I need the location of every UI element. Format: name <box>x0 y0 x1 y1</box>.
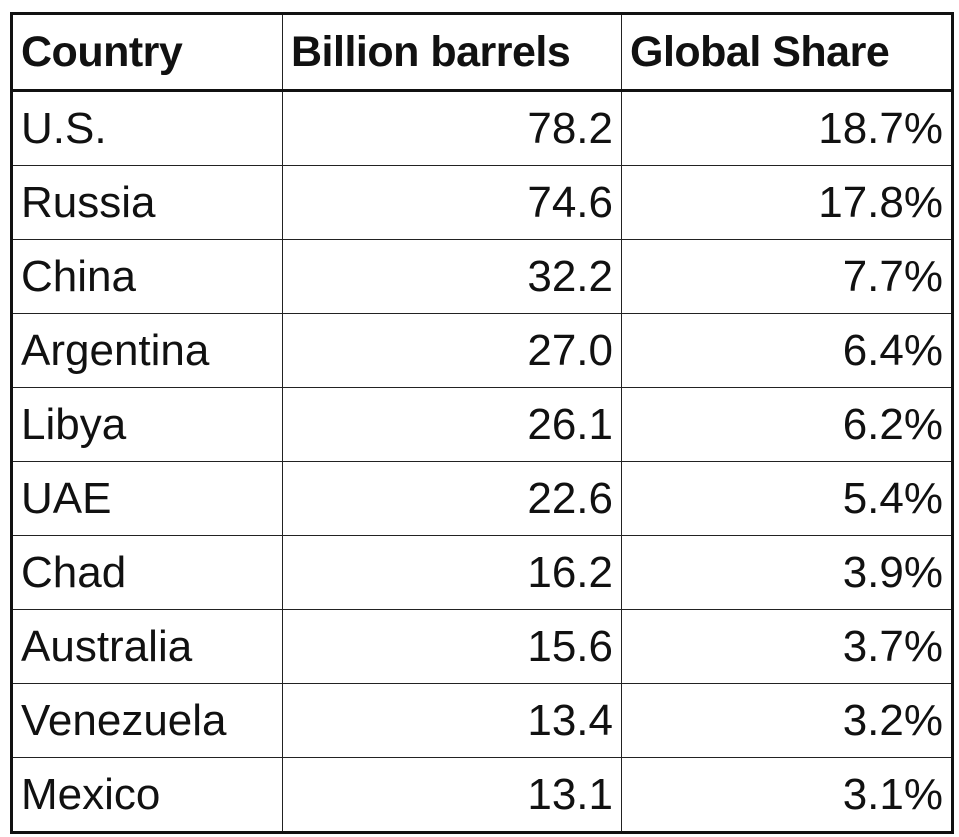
table-row: Argentina 27.0 6.4% <box>11 313 953 388</box>
global-share-cell: 7.7% <box>621 239 953 314</box>
billion-barrels-cell: 26.1 <box>282 387 622 462</box>
oil-reserves-table: Country Billion barrels Global Share U.S… <box>10 12 954 834</box>
country-cell: Russia <box>11 165 283 240</box>
country-cell: Australia <box>11 609 283 684</box>
global-share-cell: 18.7% <box>621 90 953 166</box>
country-cell: U.S. <box>11 90 283 166</box>
table-row: Mexico 13.1 3.1% <box>11 757 953 833</box>
country-cell: Libya <box>11 387 283 462</box>
table-row: Venezuela 13.4 3.2% <box>11 683 953 758</box>
global-share-cell: 17.8% <box>621 165 953 240</box>
country-cell: Argentina <box>11 313 283 388</box>
global-share-cell: 5.4% <box>621 461 953 536</box>
billion-barrels-cell: 13.1 <box>282 757 622 833</box>
billion-barrels-cell: 27.0 <box>282 313 622 388</box>
country-cell: Venezuela <box>11 683 283 758</box>
billion-barrels-cell: 74.6 <box>282 165 622 240</box>
global-share-cell: 3.9% <box>621 535 953 610</box>
global-share-cell: 3.2% <box>621 683 953 758</box>
billion-barrels-cell: 16.2 <box>282 535 622 610</box>
country-cell: Chad <box>11 535 283 610</box>
column-header-global-share: Global Share <box>621 13 953 91</box>
table-header-row: Country Billion barrels Global Share <box>11 13 953 91</box>
global-share-cell: 6.2% <box>621 387 953 462</box>
table-row: Chad 16.2 3.9% <box>11 535 953 610</box>
column-header-billion-barrels: Billion barrels <box>282 13 622 91</box>
column-header-country: Country <box>11 13 283 91</box>
billion-barrels-cell: 32.2 <box>282 239 622 314</box>
global-share-cell: 6.4% <box>621 313 953 388</box>
billion-barrels-cell: 22.6 <box>282 461 622 536</box>
table-row: Libya 26.1 6.2% <box>11 387 953 462</box>
global-share-cell: 3.7% <box>621 609 953 684</box>
table-row: UAE 22.6 5.4% <box>11 461 953 536</box>
country-cell: Mexico <box>11 757 283 833</box>
table-row: Russia 74.6 17.8% <box>11 165 953 240</box>
billion-barrels-cell: 13.4 <box>282 683 622 758</box>
billion-barrels-cell: 15.6 <box>282 609 622 684</box>
table-row: U.S. 78.2 18.7% <box>11 90 953 166</box>
billion-barrels-cell: 78.2 <box>282 90 622 166</box>
data-table-container: Country Billion barrels Global Share U.S… <box>10 12 954 834</box>
country-cell: UAE <box>11 461 283 536</box>
country-cell: China <box>11 239 283 314</box>
table-row: China 32.2 7.7% <box>11 239 953 314</box>
global-share-cell: 3.1% <box>621 757 953 833</box>
table-row: Australia 15.6 3.7% <box>11 609 953 684</box>
